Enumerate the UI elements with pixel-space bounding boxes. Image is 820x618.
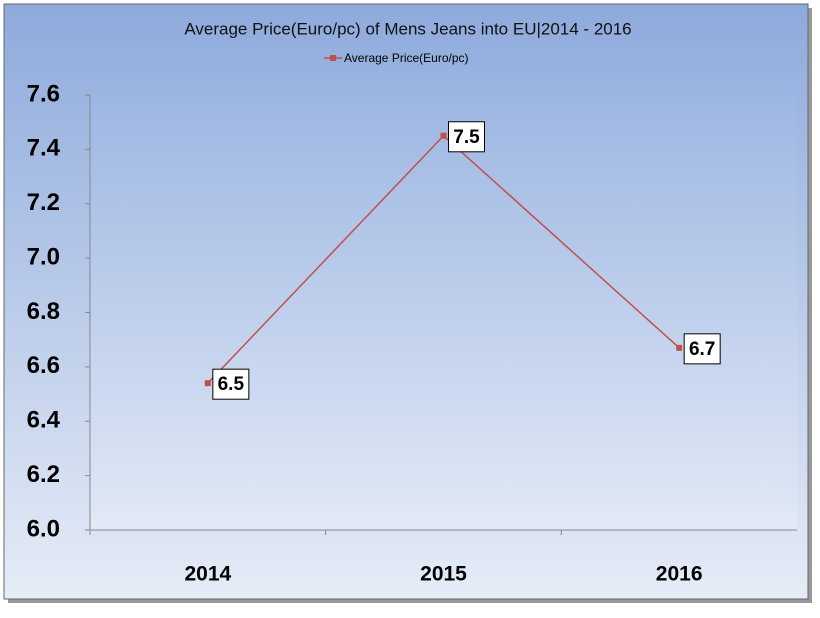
y-tick-label: 6.8 [27, 298, 60, 325]
legend-marker [330, 55, 336, 61]
data-label: 6.5 [218, 374, 245, 395]
x-tick-label: 2015 [420, 563, 467, 586]
data-point [204, 380, 211, 387]
y-tick-label: 6.2 [27, 461, 60, 488]
data-label-box [683, 333, 721, 365]
y-tick-label: 7.4 [27, 135, 61, 162]
y-tick-label: 7.2 [27, 189, 60, 216]
chart-title: Average Price(Euro/pc) of Mens Jeans int… [184, 19, 631, 38]
data-point [676, 344, 683, 351]
y-tick-label: 6.4 [27, 407, 61, 434]
data-label-box [448, 121, 485, 153]
data-label: 7.5 [453, 127, 480, 148]
y-tick-label: 7.6 [27, 80, 60, 107]
y-tick-label: 6.0 [27, 515, 60, 542]
y-tick-label: 6.6 [27, 352, 60, 379]
legend-label: Average Price(Euro/pc) [344, 51, 469, 65]
data-label: 6.7 [689, 339, 715, 360]
data-point [440, 132, 447, 139]
y-tick-label: 7.0 [27, 243, 60, 270]
x-tick-label: 2014 [184, 563, 231, 586]
plot-area [90, 95, 797, 530]
data-label-box [212, 368, 250, 400]
x-tick-label: 2016 [656, 563, 703, 586]
